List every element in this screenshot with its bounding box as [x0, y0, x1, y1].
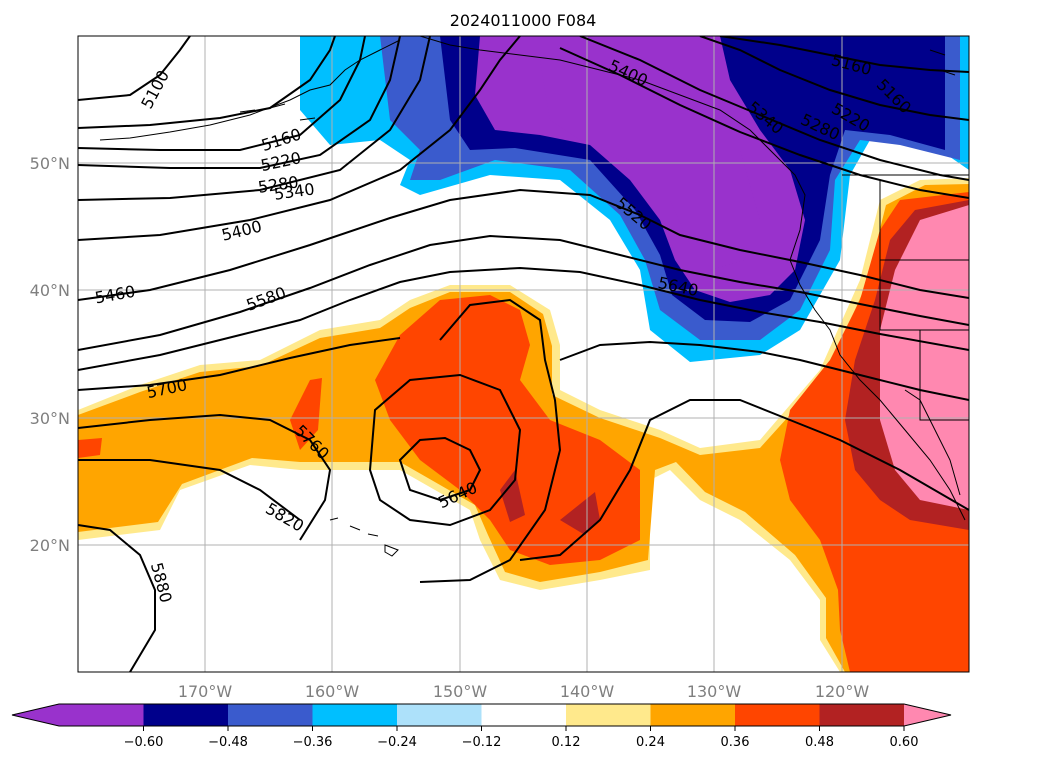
colorbar-segment: [397, 704, 482, 726]
colorbar-segment: [228, 704, 313, 726]
lon-label: 140°W: [560, 682, 615, 701]
colorbar-segment: [481, 704, 567, 726]
lon-label: 160°W: [305, 682, 360, 701]
colorbar-segment: [566, 704, 651, 726]
colorbar: −0.60 −0.48 −0.36 −0.24 −0.12 0.12 0.24 0.36 0.4…: [11, 703, 952, 750]
colorbar-segment: [312, 704, 398, 726]
lat-label: 30°N: [30, 409, 70, 428]
colorbar-tick-label: 0.36: [721, 735, 750, 750]
graticule: [78, 36, 969, 672]
latitude-labels: 50°N 40°N 30°N 20°N: [30, 154, 70, 555]
lat-label: 20°N: [30, 536, 70, 555]
lat-label: 40°N: [30, 281, 70, 300]
colorbar-tick-label: −0.48: [208, 735, 248, 750]
lat-label: 50°N: [30, 154, 70, 173]
positive-anomaly-region: [78, 178, 969, 672]
colorbar-tick-label: 0.12: [552, 735, 581, 750]
coastlines: [99, 36, 969, 557]
colorbar-segment: [59, 704, 144, 726]
colorbar-tick-label: 0.48: [805, 735, 834, 750]
colorbar-segment: [143, 704, 229, 726]
lon-label: 150°W: [433, 682, 488, 701]
colorbar-tick-label: −0.60: [124, 735, 164, 750]
lon-label: 130°W: [687, 682, 742, 701]
colorbar-tick-label: 0.24: [636, 735, 665, 750]
negative-anomaly-region: [300, 36, 969, 362]
lon-label: 120°W: [815, 682, 870, 701]
map-area: 5100 5160 5220 5280 5340 5400 5460 5580 …: [78, 36, 969, 672]
map-frame: [77, 35, 970, 673]
longitude-labels: 170°W 160°W 150°W 140°W 130°W 120°W: [178, 682, 870, 701]
colorbar-tick-label: −0.12: [462, 735, 502, 750]
map-title: 2024011000 F084: [450, 11, 597, 30]
colorbar-tick-label: −0.36: [293, 735, 333, 750]
colorbar-tick-label: −0.24: [377, 735, 417, 750]
colorbar-segment: [650, 704, 736, 726]
colorbar-extend-right: [904, 704, 951, 726]
colorbar-tick-label: 0.60: [890, 735, 919, 750]
colorbar-extend-left: [12, 704, 59, 726]
height-contours: [78, 36, 969, 672]
colorbar-segment: [735, 704, 820, 726]
lon-label: 170°W: [178, 682, 233, 701]
colorbar-segment: [819, 704, 905, 726]
